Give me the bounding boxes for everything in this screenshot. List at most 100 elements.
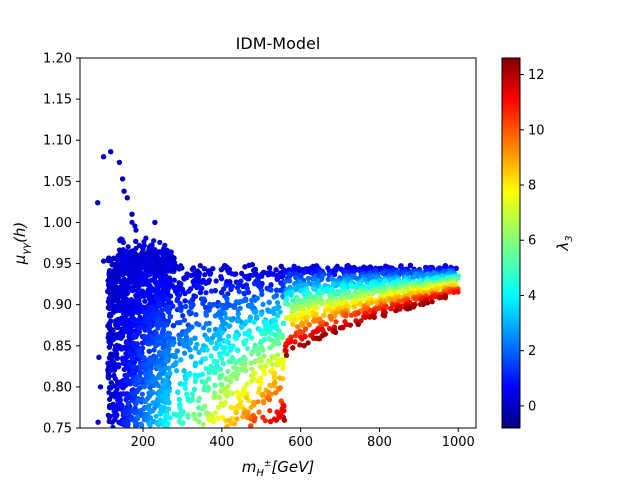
scatter-point xyxy=(186,288,192,294)
scatter-point xyxy=(131,280,137,286)
scatter-point xyxy=(139,273,145,279)
scatter-point xyxy=(192,378,198,385)
scatter-point xyxy=(176,266,182,272)
scatter-point xyxy=(253,346,259,352)
scatter-point xyxy=(188,337,194,343)
scatter-point xyxy=(165,396,171,402)
scatter-point xyxy=(113,413,119,419)
scatter-point xyxy=(131,334,137,340)
scatter-point xyxy=(137,347,143,353)
scatter-point xyxy=(153,280,159,286)
scatter-point xyxy=(279,274,285,280)
scatter-point xyxy=(208,288,215,294)
scatter-point xyxy=(188,310,194,316)
scatter-point xyxy=(106,321,112,327)
scatter-point xyxy=(161,279,167,285)
scatter-point xyxy=(223,282,229,288)
scatter-point xyxy=(141,355,147,361)
scatter-point xyxy=(249,335,255,341)
scatter-point xyxy=(141,304,147,310)
scatter-point xyxy=(229,283,235,289)
scatter-point xyxy=(148,357,154,364)
scatter-point xyxy=(173,368,180,374)
scatter-point xyxy=(255,351,262,357)
scatter-point xyxy=(248,351,255,357)
scatter-point xyxy=(190,265,197,271)
scatter-point xyxy=(234,347,240,353)
scatter-point xyxy=(164,322,170,328)
scatter-point xyxy=(186,327,192,333)
scatter-point xyxy=(163,377,169,383)
scatter-point xyxy=(177,301,183,307)
scatter-point xyxy=(176,397,182,403)
scatter-point xyxy=(283,295,290,301)
scatter-point xyxy=(183,274,189,280)
scatter-point xyxy=(344,263,350,269)
scatter-point xyxy=(110,424,116,428)
scatter-point xyxy=(122,288,128,294)
scatter-point xyxy=(116,303,122,309)
scatter-point xyxy=(213,278,219,284)
scatter-point xyxy=(108,385,114,391)
scatter-point xyxy=(135,414,141,420)
scatter-point xyxy=(177,319,183,326)
scatter-point xyxy=(131,309,137,315)
scatter-point xyxy=(167,313,173,319)
scatter-point xyxy=(148,277,154,283)
scatter-point xyxy=(135,386,142,393)
scatter-point xyxy=(185,412,191,418)
scatter-point xyxy=(129,341,136,347)
scatter-point xyxy=(262,330,269,336)
scatter-point xyxy=(199,346,205,352)
scatter-point xyxy=(274,276,280,282)
scatter-point xyxy=(243,337,249,343)
scatter-point xyxy=(125,400,131,407)
scatter-point xyxy=(188,354,194,360)
scatter-point xyxy=(206,277,212,283)
scatter-point xyxy=(271,294,277,300)
scatter-point xyxy=(142,298,148,304)
scatter-point xyxy=(182,350,188,356)
scatter-point xyxy=(263,321,269,327)
scatter-point xyxy=(107,326,113,332)
scatter-point xyxy=(137,377,143,383)
scatter-point xyxy=(135,310,142,316)
scatter-point xyxy=(219,276,225,282)
scatter-point xyxy=(130,368,136,374)
scatter-point xyxy=(137,292,143,298)
scatter-point xyxy=(212,313,218,319)
scatter-point xyxy=(144,273,150,279)
scatter-point xyxy=(273,267,279,273)
scatter-point xyxy=(223,315,229,321)
chart-title: IDM-Model xyxy=(236,34,321,53)
scatter-point xyxy=(121,313,127,319)
scatter-point xyxy=(127,348,133,354)
scatter-point xyxy=(210,369,216,375)
scatter-point xyxy=(117,397,123,403)
scatter-point xyxy=(259,291,265,297)
scatter-point xyxy=(167,415,173,421)
scatter-point xyxy=(289,289,295,295)
scatter-point xyxy=(242,264,248,270)
scatter-point xyxy=(203,290,209,296)
scatter-point xyxy=(208,270,214,276)
scatter-point xyxy=(156,273,162,279)
scatter-point xyxy=(118,404,124,410)
scatter-point xyxy=(125,424,131,428)
scatter-point xyxy=(180,338,186,344)
scatter-point xyxy=(108,380,114,386)
scatter-point xyxy=(112,335,118,341)
scatter-point xyxy=(114,386,120,392)
scatter-point xyxy=(225,333,232,339)
scatter-point xyxy=(181,317,188,323)
scatter-point xyxy=(159,283,165,289)
scatter-point xyxy=(398,264,404,270)
scatter-point xyxy=(283,290,289,296)
scatter-point xyxy=(266,335,272,342)
scatter-point xyxy=(115,364,122,370)
scatter-point xyxy=(171,284,177,291)
scatter-point xyxy=(119,331,125,337)
scatter-point xyxy=(172,361,178,367)
scatter-point xyxy=(236,289,242,295)
scatter-point xyxy=(164,356,170,362)
